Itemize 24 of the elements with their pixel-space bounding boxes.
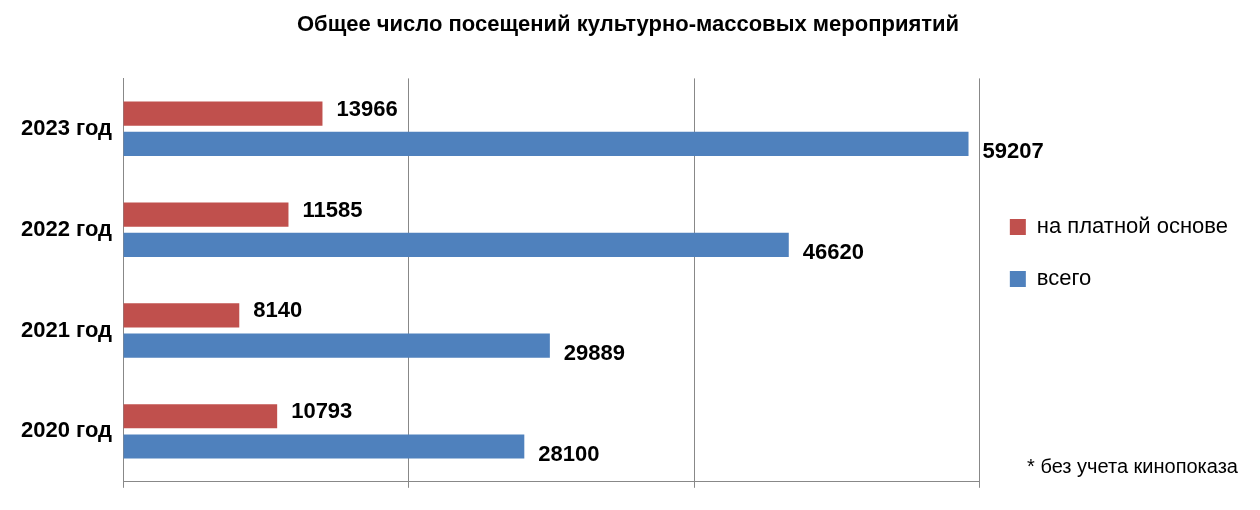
data-label: 59207 — [982, 138, 1044, 164]
data-label: 46620 — [802, 238, 864, 264]
y-tick-label: 2021 год — [20, 316, 113, 342]
data-label: 29889 — [563, 339, 626, 365]
chart-title: Общее число посещений культурно-массовых мероприятий — [296, 11, 960, 37]
data-label: 13966 — [336, 95, 398, 121]
bar — [123, 232, 789, 257]
y-tick-label: 2020 год — [20, 417, 113, 443]
bar — [123, 303, 240, 328]
y-tick-label: 2022 год — [20, 215, 113, 241]
bar — [123, 202, 289, 227]
text: * без учета кинопоказа — [1027, 455, 1238, 478]
legend-label: на платной основе — [1036, 213, 1229, 239]
data-label: 8140 — [253, 297, 303, 323]
bar — [123, 333, 550, 358]
y-tick-label: 2023 год — [20, 114, 113, 140]
bar — [123, 404, 278, 429]
data-label: 28100 — [538, 440, 600, 466]
bar — [123, 101, 323, 126]
bar — [123, 131, 969, 157]
data-label: 10793 — [291, 398, 353, 424]
bar — [123, 434, 525, 459]
legend-label: всего — [1036, 265, 1092, 291]
data-label: 11585 — [302, 196, 363, 222]
